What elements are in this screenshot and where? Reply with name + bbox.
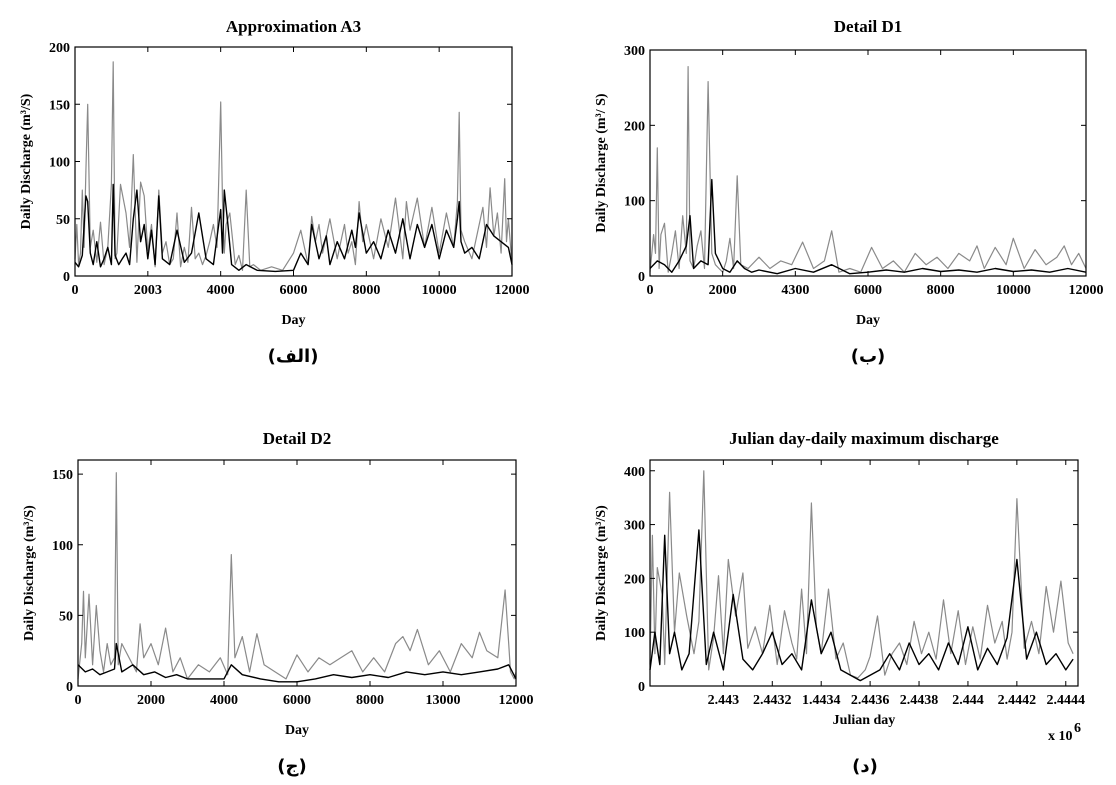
x-tick-label: 0 [647, 283, 654, 298]
x-tick-label: 2.443 [708, 693, 740, 708]
chart-title: Approximation A3 [226, 17, 361, 36]
y-axis-label: Daily Discharge (m³/S) [19, 93, 34, 229]
x-tick-label: 6000 [854, 283, 882, 298]
x-tick-label: 2000 [709, 283, 737, 298]
y-axis-label: Daily Discharge (m³/S) [22, 505, 37, 641]
y-tick-label: 200 [624, 572, 645, 587]
x-tick-label: 2003 [134, 283, 162, 298]
y-tick-label: 100 [49, 156, 70, 171]
x-tick-label: 12000 [499, 693, 534, 708]
y-tick-label: 50 [59, 609, 73, 624]
y-tick-label: 0 [638, 680, 645, 695]
series-line-2 [77, 642, 517, 683]
plot-frame [649, 459, 1079, 687]
x-tick-label: 0 [75, 693, 82, 708]
x-tick-label: 4000 [207, 283, 235, 298]
chart-panel-1: 0 2003 4000 6000 8000 10000 12000 0 50 100 150 200 A… [19, 17, 530, 367]
chart-panel-2: 0 2000 4300 6000 8000 10000 12000 0 100 200 300 Det… [594, 17, 1104, 367]
y-tick-label: 100 [624, 195, 645, 210]
y-tick-label: 200 [49, 41, 70, 56]
y-tick-label: 0 [63, 270, 70, 285]
x-tick-label: 2.4438 [900, 693, 939, 708]
chart-title: Detail D2 [263, 429, 331, 448]
panel-label: (ب) [851, 346, 886, 367]
x-tick-label: 12000 [1069, 283, 1104, 298]
y-tick-label: 150 [52, 468, 73, 483]
x-axis-label: Day [856, 313, 880, 328]
x-tick-label: 8000 [927, 283, 955, 298]
x-tick-label: 0 [72, 283, 79, 298]
x-tick-label: 13000 [426, 693, 461, 708]
y-tick-label: 300 [624, 519, 645, 534]
x-tick-label: 10000 [422, 283, 457, 298]
series-line-2 [649, 529, 1074, 682]
x-tick-label: 2.444 [952, 693, 984, 708]
series-line-1 [649, 470, 1074, 679]
x-tick-label: 2.4436 [851, 693, 890, 708]
y-tick-label: 300 [624, 44, 645, 59]
x-tick-label: 2000 [137, 693, 165, 708]
y-tick-label: 200 [624, 119, 645, 134]
y-tick-label: 100 [624, 626, 645, 641]
series-line-1 [74, 61, 513, 271]
x-tick-label: 2.4432 [753, 693, 792, 708]
series-line-2 [74, 183, 513, 273]
y-axis-label: Daily Discharge (m³/ S) [594, 93, 609, 232]
x-tick-label: 8000 [356, 693, 384, 708]
x-tick-label: 2.4442 [998, 693, 1037, 708]
x-tick-label: 8000 [352, 283, 380, 298]
y-axis-label: Daily Discharge (m³/S) [594, 505, 609, 641]
chart-title: Detail D1 [834, 17, 902, 36]
panel-label: (ج) [277, 756, 306, 777]
panel-label: (الف) [268, 346, 319, 367]
plot-frame [77, 459, 517, 687]
x-axis-label: Day [285, 723, 309, 738]
y-tick-label: 0 [66, 680, 73, 695]
x-tick-label: 2.4444 [1047, 693, 1086, 708]
x-tick-label: 4000 [210, 693, 238, 708]
chart-panel-4: 2.443 2.4432 1.4434 2.4436 2.4438 2.444 2.4442… [594, 429, 1085, 777]
x-axis-label: Julian day [833, 713, 896, 728]
chart-panel-3: 0 2000 4000 6000 8000 13000 12000 0 50 100 150 Deta… [22, 429, 534, 777]
x-tick-label: 6000 [283, 693, 311, 708]
y-tick-label: 400 [624, 465, 645, 480]
y-tick-label: 100 [52, 539, 73, 554]
panel-label: (د) [852, 756, 878, 777]
x-tick-label: 4300 [781, 283, 809, 298]
series-line-1 [77, 472, 517, 680]
x-tick-label: 6000 [280, 283, 308, 298]
x-tick-label: 10000 [996, 283, 1031, 298]
chart-title: Julian day-daily maximum discharge [729, 429, 999, 448]
x-axis-label: Day [281, 313, 305, 328]
x-axis-exponent-power: 6 [1074, 721, 1081, 736]
x-tick-label: 12000 [495, 283, 530, 298]
y-tick-label: 150 [49, 98, 70, 113]
y-tick-label: 50 [56, 213, 70, 228]
series-line-1 [649, 65, 1087, 273]
series-line-2 [649, 178, 1087, 275]
x-tick-label: 1.4434 [802, 693, 841, 708]
y-tick-label: 0 [638, 270, 645, 285]
x-axis-exponent: x 10 [1048, 729, 1073, 744]
